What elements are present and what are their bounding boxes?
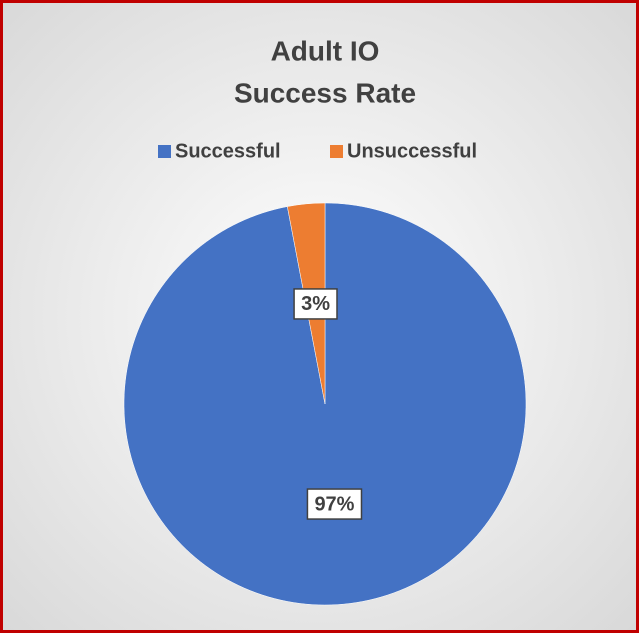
legend-label: Unsuccessful xyxy=(347,140,477,162)
chart-title: Adult IO xyxy=(271,35,380,66)
legend-swatch xyxy=(330,145,343,158)
legend-swatch xyxy=(158,145,171,158)
data-label: 3% xyxy=(301,293,330,315)
data-label-box xyxy=(306,488,363,520)
legend-label: Successful xyxy=(175,140,281,162)
data-label: 97% xyxy=(314,493,354,515)
chart-title: Success Rate xyxy=(234,77,416,108)
data-label-box xyxy=(293,288,338,320)
